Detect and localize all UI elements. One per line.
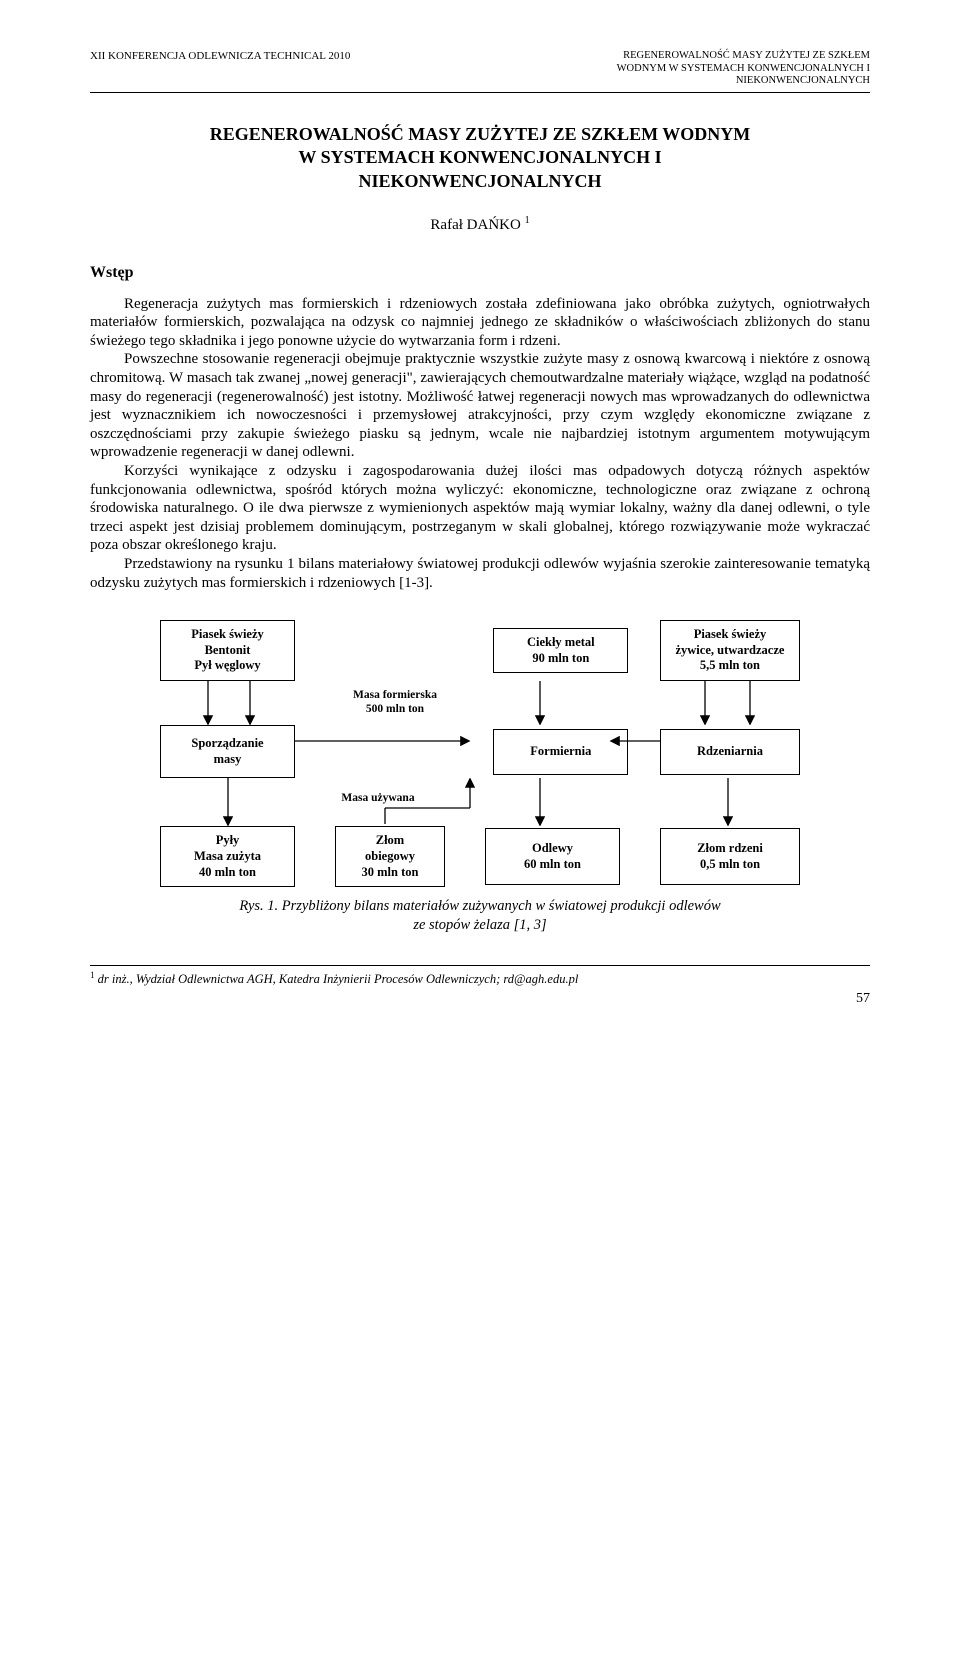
n1-l3: Pył węglowy [194, 658, 260, 672]
n6-l1: Rdzeniarnia [697, 744, 763, 758]
n4-l1: Sporządzanie [191, 736, 263, 750]
n3-l2: żywice, utwardzacze [675, 643, 784, 657]
author-line: Rafał DAŃKO 1 [90, 215, 870, 235]
header-right-line1: REGENEROWALNOŚĆ MASY ZUŻYTEJ ZE SZKŁEM [617, 50, 870, 63]
node-formiernia: Formiernia [493, 729, 628, 775]
node-zlom-obiegowy: Złom obiegowy 30 mln ton [335, 826, 445, 887]
header-left: XII KONFERENCJA ODLEWNICZA TECHNICAL 201… [90, 50, 350, 64]
n8-l1: Złom [376, 833, 404, 847]
l-mf-1: Masa formierska [353, 689, 437, 701]
paper-title: REGENEROWALNOŚĆ MASY ZUŻYTEJ ZE SZKŁEM W… [90, 123, 870, 193]
node-piasek-zywice: Piasek świeży żywice, utwardzacze 5,5 ml… [660, 620, 800, 681]
title-line2: W SYSTEMACH KONWENCJONALNYCH I [298, 147, 661, 167]
arrows-mid [160, 778, 800, 826]
section-heading: Wstęp [90, 263, 870, 283]
node-ciekly-metal: Ciekły metal 90 mln ton [493, 628, 628, 673]
node-rdzeniarnia: Rdzeniarnia [660, 729, 800, 775]
n7-l1: Pyły [216, 833, 240, 847]
n10-l2: 0,5 mln ton [700, 857, 760, 871]
footnote-text: dr inż., Wydział Odlewnictwa AGH, Katedr… [95, 972, 579, 986]
node-zlom-rdzeni: Złom rdzeni 0,5 mln ton [660, 828, 800, 885]
footnote: 1 dr inż., Wydział Odlewnictwa AGH, Kate… [90, 970, 870, 988]
node-pyly: Pyły Masa zużyta 40 mln ton [160, 826, 295, 887]
n3-l1: Piasek świeży [694, 627, 767, 641]
node-piasek-bentonit: Piasek świeży Bentonit Pył węglowy [160, 620, 295, 681]
header-right-line3: NIEKONWENCJONALNYCH [617, 75, 870, 88]
paragraph-1: Regeneracja zużytych mas formierskich i … [90, 295, 870, 351]
header-right: REGENEROWALNOŚĆ MASY ZUŻYTEJ ZE SZKŁEM W… [617, 50, 870, 88]
paragraph-2: Powszechne stosowanie regeneracji obejmu… [90, 350, 870, 462]
n1-l2: Bentonit [205, 643, 251, 657]
flowchart: Piasek świeży Bentonit Pył węglowy Ciekł… [160, 620, 800, 887]
header-right-line2: WODNYM W SYSTEMACH KONWENCJONALNYCH I [617, 63, 870, 76]
n7-l3: 40 mln ton [199, 865, 256, 879]
paragraph-4: Przedstawiony na rysunku 1 bilans materi… [90, 555, 870, 592]
n3-l3: 5,5 mln ton [700, 658, 760, 672]
caption-l2: ze stopów żelaza [1, 3] [413, 917, 546, 933]
footer-rule [90, 965, 870, 966]
caption-l1: Rys. 1. Przybliżony bilans materiałów zu… [239, 898, 720, 914]
page-header: XII KONFERENCJA ODLEWNICZA TECHNICAL 201… [90, 50, 870, 88]
title-line1: REGENEROWALNOŚĆ MASY ZUŻYTEJ ZE SZKŁEM W… [210, 124, 751, 144]
label-masa-uzywana: Masa używana [318, 792, 438, 806]
n9-l1: Odlewy [532, 841, 573, 855]
title-line3: NIEKONWENCJONALNYCH [358, 171, 601, 191]
author-name: Rafał DAŃKO [430, 217, 520, 233]
n2-l2: 90 mln ton [532, 651, 589, 665]
author-sup: 1 [525, 215, 530, 226]
l-mf-2: 500 mln ton [366, 703, 424, 715]
n10-l1: Złom rdzeni [697, 841, 763, 855]
figure-caption: Rys. 1. Przybliżony bilans materiałów zu… [90, 897, 870, 935]
n7-l2: Masa zużyta [194, 849, 261, 863]
l-mu: Masa używana [341, 792, 414, 804]
node-odlewy: Odlewy 60 mln ton [485, 828, 620, 885]
arrows-top [160, 681, 800, 725]
node-sporzadzanie: Sporządzanie masy [160, 725, 295, 778]
paragraph-3: Korzyści wynikające z odzysku i zagospod… [90, 462, 870, 555]
page-number: 57 [90, 990, 870, 1008]
n5-l1: Formiernia [530, 744, 591, 758]
n1-l1: Piasek świeży [191, 627, 264, 641]
n4-l2: masy [214, 752, 242, 766]
n8-l2: obiegowy [365, 849, 415, 863]
label-masa-formierska: Masa formierska 500 mln ton [335, 689, 455, 717]
header-rule [90, 92, 870, 93]
n2-l1: Ciekły metal [527, 635, 595, 649]
n9-l2: 60 mln ton [524, 857, 581, 871]
n8-l3: 30 mln ton [362, 865, 419, 879]
